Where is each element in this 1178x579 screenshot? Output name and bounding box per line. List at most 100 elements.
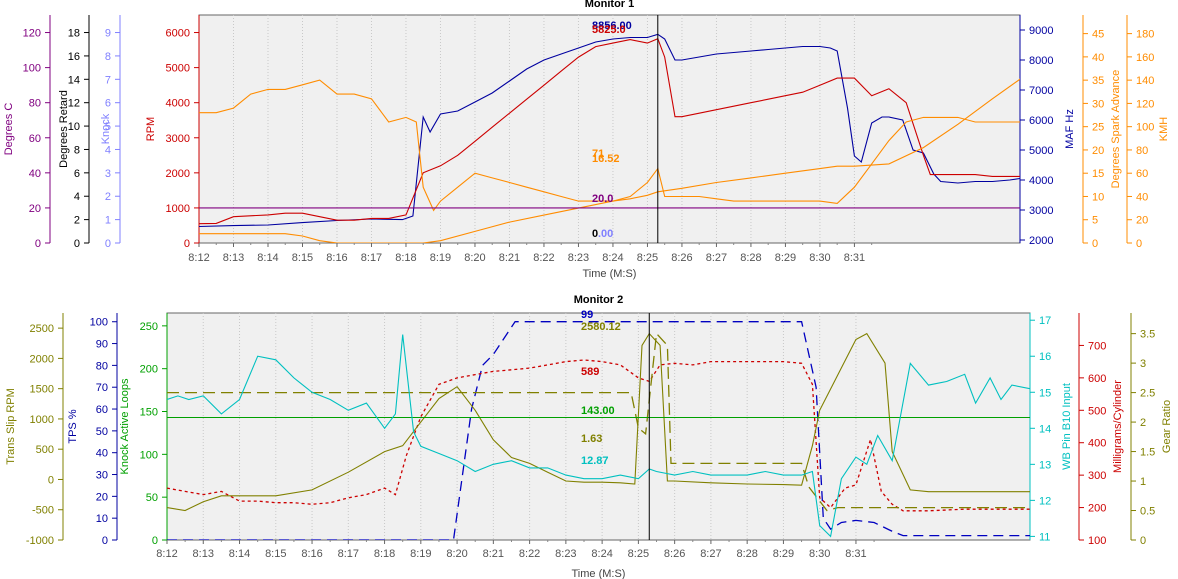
y-tick-label: 9	[105, 28, 111, 40]
y-axis-rpm: 0 1000 2000 3000 4000 5000 6000 RPM	[145, 15, 200, 250]
series-line-kmh	[199, 78, 1020, 243]
y-tick-label: 80	[29, 98, 41, 110]
y-axis-slip: -1000 -500 0 500 1000 1500 2000 2500 Trans Slip …	[5, 313, 64, 547]
y-axis-label: Milligrams/Cylinder	[1112, 380, 1124, 473]
x-tick-label: 8:25	[637, 252, 658, 264]
x-tick-label: 8:23	[555, 548, 576, 560]
y-tick-label: 140	[1136, 75, 1154, 87]
y-axis-label: WB Pin B10 Input	[1061, 383, 1073, 470]
y-axis-spark: 0 5 10 15 20 25 30 35 40 45 Degrees Spark Advance	[1082, 15, 1122, 250]
cursor-readout-maf: 8856.00	[592, 20, 632, 32]
y-tick-label: 50	[96, 426, 108, 438]
y-tick-label: 6	[105, 98, 111, 110]
y-tick-label: 20	[96, 491, 108, 503]
cursor-readout-mgc: 589	[581, 366, 599, 378]
x-tick-label: 8:24	[591, 548, 612, 560]
y-tick-label: 30	[96, 470, 108, 482]
y-tick-label: 2.5	[1140, 388, 1155, 400]
plot-area	[198, 14, 1021, 244]
y-tick-label: 120	[23, 28, 41, 40]
y-tick-label: 80	[1136, 145, 1148, 157]
y-tick-label: 40	[1092, 52, 1104, 64]
y-tick-label: 5	[1092, 215, 1098, 227]
x-tick-label: 8:26	[664, 548, 685, 560]
cursor-readout-spark: 16.52	[592, 153, 620, 165]
cursor-readout-rpm: 5825.0	[592, 24, 626, 36]
plot-area	[166, 312, 1031, 541]
series-line-spark	[199, 79, 1020, 212]
monitor-chart-1: Monitor 1 8:12 8:13 8:14 8:15 8:16 8:17 8:18 8:1…	[3, 0, 1170, 280]
y-tick-label: 3000	[1029, 205, 1053, 217]
y-tick-label: 7000	[1029, 85, 1053, 97]
y-tick-label: 16	[68, 51, 80, 63]
y-tick-label: 0	[102, 535, 108, 547]
y-tick-label: 5000	[166, 63, 190, 75]
y-tick-label: 40	[96, 448, 108, 460]
series-group	[199, 33, 1020, 243]
y-tick-label: 10	[1092, 191, 1104, 203]
x-tick-label: 8:27	[706, 252, 727, 264]
cursor-readout-knock: .00	[598, 228, 613, 240]
x-tick-label: 8:14	[257, 252, 278, 264]
x-tick-label: 8:22	[519, 548, 540, 560]
y-tick-label: 0	[152, 535, 158, 547]
y-tick-label: 0	[35, 238, 41, 250]
series-line-wb	[167, 334, 1030, 538]
y-tick-label: 25	[1092, 122, 1104, 134]
x-tick-label: 8:26	[671, 252, 692, 264]
y-tick-label: 1.5	[1140, 447, 1155, 459]
y-tick-label: 12	[1039, 495, 1051, 507]
x-tick-label: 8:21	[499, 252, 520, 264]
x-tick-label: 8:19	[430, 252, 451, 264]
x-tick-label: 8:15	[265, 548, 286, 560]
series-line-tps	[167, 321, 1030, 540]
x-tick-label: 8:17	[361, 252, 382, 264]
x-tick-label: 8:20	[464, 252, 485, 264]
y-tick-label: 60	[29, 133, 41, 145]
series-line-rpm	[199, 37, 1020, 225]
y-axis-gear: 0 0.5 1 1.5 2 2.5 3 3.5 Gear Ratio	[1130, 313, 1173, 547]
y-tick-label: 200	[1088, 503, 1106, 515]
y-axis-label: RPM	[145, 117, 157, 141]
y-tick-label: 250	[140, 321, 158, 333]
y-axis-label: KMH	[1158, 117, 1170, 142]
y-tick-label: 150	[140, 407, 158, 419]
y-tick-label: 5	[105, 121, 111, 133]
y-tick-label: 2000	[166, 168, 190, 180]
y-tick-label: 3.5	[1140, 329, 1155, 341]
y-tick-label: 12	[68, 98, 80, 110]
y-axis-wb: 11 12 13 14 15 16 17 WB Pin B10 Input	[1029, 313, 1073, 543]
x-tick-label: 8:23	[568, 252, 589, 264]
y-tick-label: 3	[1140, 358, 1146, 370]
y-tick-label: 4	[105, 144, 111, 156]
y-tick-label: 20	[29, 203, 41, 215]
cursor-readout-degc: 20.0	[592, 193, 613, 205]
y-tick-label: 10	[68, 121, 80, 133]
cursor-readout-kmh: 71	[592, 148, 604, 160]
y-tick-label: 6	[74, 168, 80, 180]
monitor-chart-2: Monitor 2 8:12 8:13 8:14 8:15 8:16 8:17 8:18 8:1…	[5, 294, 1173, 579]
y-tick-label: 0	[1092, 238, 1098, 250]
y-tick-label: 0	[48, 474, 54, 486]
y-tick-label: 300	[1088, 470, 1106, 482]
y-tick-label: 30	[1092, 98, 1104, 110]
y-tick-label: 1500	[30, 384, 54, 396]
y-tick-label: 0	[184, 238, 190, 250]
x-tick-label: 8:18	[395, 252, 416, 264]
y-tick-label: 2000	[30, 353, 54, 365]
x-tick-label: 8:12	[188, 252, 209, 264]
y-tick-label: 4	[74, 191, 80, 203]
y-tick-label: 3	[105, 168, 111, 180]
y-tick-label: 0	[1140, 535, 1146, 547]
y-tick-label: 500	[1088, 405, 1106, 417]
x-tick-label: 8:29	[775, 252, 796, 264]
y-axis-mgc: 100 200 300 400 500 600 700 Milligrams/Cylinder	[1078, 313, 1124, 547]
x-tick-label: 8:31	[845, 548, 866, 560]
x-tick-label: 8:28	[740, 252, 761, 264]
y-tick-label: 100	[1136, 122, 1154, 134]
y-tick-label: 80	[96, 360, 108, 372]
y-axis-label: Knock Active Loops	[119, 378, 131, 475]
cursor-readout-kal: 143.00	[581, 405, 615, 417]
series-line-gear	[167, 332, 1030, 512]
